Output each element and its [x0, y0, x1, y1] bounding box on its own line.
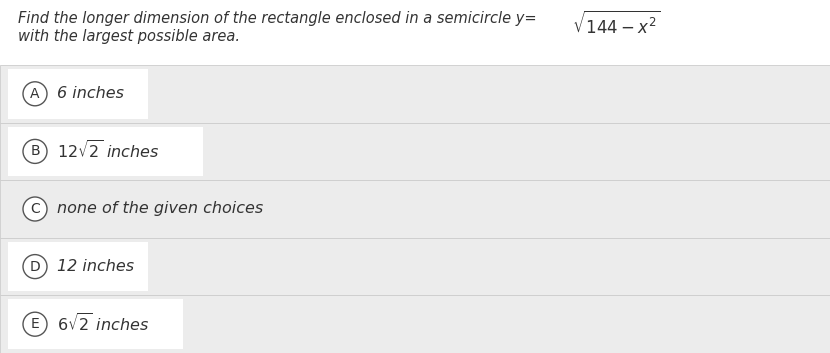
FancyBboxPatch shape: [0, 65, 830, 122]
Text: Find the longer dimension of the rectangle enclosed in a semicircle y=: Find the longer dimension of the rectang…: [18, 11, 537, 26]
FancyBboxPatch shape: [8, 127, 203, 176]
FancyBboxPatch shape: [0, 180, 830, 238]
Text: E: E: [31, 317, 39, 331]
Text: B: B: [30, 144, 40, 158]
Text: 12 inches: 12 inches: [57, 259, 134, 274]
Text: $12\sqrt{2}$ $inches$: $12\sqrt{2}$ $inches$: [57, 140, 159, 162]
FancyBboxPatch shape: [8, 299, 183, 349]
Text: D: D: [30, 259, 41, 274]
FancyBboxPatch shape: [0, 238, 830, 295]
Text: $\sqrt{144-x^2}$: $\sqrt{144-x^2}$: [572, 11, 660, 38]
FancyBboxPatch shape: [8, 242, 148, 291]
Circle shape: [23, 255, 47, 279]
FancyBboxPatch shape: [0, 295, 830, 353]
Text: C: C: [30, 202, 40, 216]
FancyBboxPatch shape: [8, 69, 148, 119]
Text: with the largest possible area.: with the largest possible area.: [18, 29, 240, 44]
Text: none of the given choices: none of the given choices: [57, 202, 263, 216]
Circle shape: [23, 82, 47, 106]
Text: 6 inches: 6 inches: [57, 86, 124, 101]
Circle shape: [23, 197, 47, 221]
Text: $6\sqrt{2}$ $inches$: $6\sqrt{2}$ $inches$: [57, 313, 149, 335]
Circle shape: [23, 139, 47, 163]
FancyBboxPatch shape: [0, 0, 830, 65]
Circle shape: [23, 312, 47, 336]
Text: A: A: [30, 87, 40, 101]
FancyBboxPatch shape: [0, 122, 830, 180]
